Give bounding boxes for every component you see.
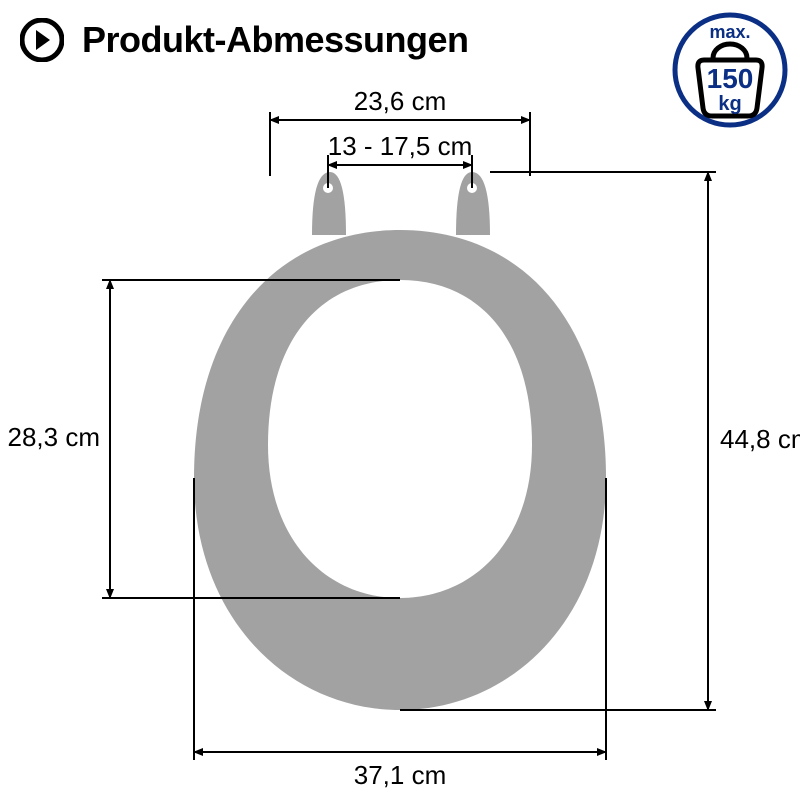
dim-inner-depth-label: 28,3 cm	[8, 422, 101, 452]
title-row: Produkt-Abmessungen	[20, 18, 469, 62]
dimension-diagram: 23,6 cm 13 - 17,5 cm 28,3 cm 44,8 cm 37,…	[0, 70, 800, 790]
arrow-circle-icon	[20, 18, 64, 62]
dim-hinge-width-label: 23,6 cm	[354, 86, 447, 116]
toilet-seat-shape	[194, 172, 606, 710]
dim-hinge-spacing: 13 - 17,5 cm	[328, 131, 473, 188]
dim-hinge-spacing-label: 13 - 17,5 cm	[328, 131, 473, 161]
dim-total-height-label: 44,8 cm	[720, 424, 800, 454]
page-title: Produkt-Abmessungen	[82, 19, 469, 61]
badge-max-label: max.	[709, 22, 750, 42]
dim-total-width-label: 37,1 cm	[354, 760, 447, 790]
